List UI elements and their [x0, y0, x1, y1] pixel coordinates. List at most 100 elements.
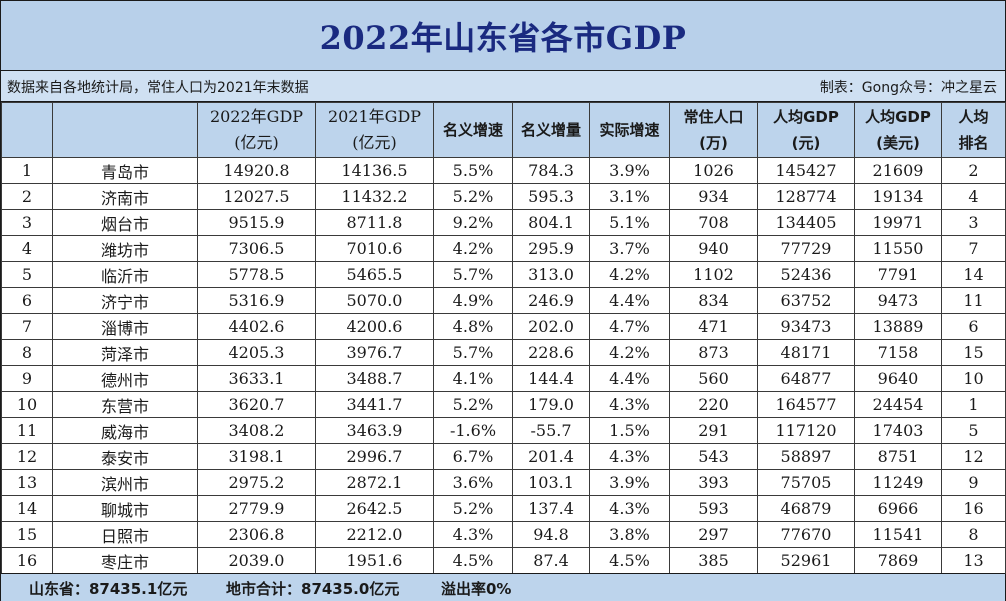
cell-population: 940	[669, 235, 758, 262]
cell-index: 2	[1, 183, 53, 210]
cell-nominal-growth: 6.7%	[433, 443, 513, 470]
cell-gdp-2022: 4205.3	[197, 339, 316, 366]
cell-rank: 2	[941, 157, 1006, 184]
cell-gdp-2022: 3408.2	[197, 417, 316, 444]
cell-nominal-increase: 595.3	[512, 183, 590, 210]
cell-population: 291	[669, 417, 758, 444]
cell-gdp-2022: 4402.6	[197, 313, 316, 340]
cell-rank: 6	[941, 313, 1006, 340]
header-per-capita-gdp-unit: (元)	[791, 134, 821, 152]
cell-per-capita-gdp: 52961	[757, 547, 855, 574]
cell-gdp-2021: 11432.2	[315, 183, 434, 210]
cell-rank: 11	[941, 287, 1006, 314]
header-city	[52, 102, 198, 158]
cell-real-growth: 5.1%	[589, 209, 670, 236]
header-gdp-2022-unit: (亿元)	[234, 133, 279, 152]
header-rank: 人均 排名	[941, 102, 1006, 158]
cell-rank: 14	[941, 261, 1006, 288]
cell-real-growth: 3.7%	[589, 235, 670, 262]
table-row: 7 淄博市 4402.6 4200.6 4.8% 202.0 4.7% 471 93473 138…	[1, 313, 1006, 340]
cell-nominal-growth: 5.2%	[433, 495, 513, 522]
cell-nominal-increase: 144.4	[512, 365, 590, 392]
cell-city: 日照市	[52, 521, 198, 548]
cell-gdp-2021: 2872.1	[315, 469, 434, 496]
cell-per-capita-gdp-usd: 7791	[854, 261, 942, 288]
cell-city: 东营市	[52, 391, 198, 418]
cell-gdp-2021: 7010.6	[315, 235, 434, 262]
cell-index: 15	[1, 521, 53, 548]
cell-nominal-increase: 87.4	[512, 547, 590, 574]
table-row: 1 青岛市 14920.8 14136.5 5.5% 784.3 3.9% 1026 14542…	[1, 157, 1006, 184]
cell-rank: 13	[941, 547, 1006, 574]
cell-gdp-2022: 3620.7	[197, 391, 316, 418]
cell-population: 1026	[669, 157, 758, 184]
cell-nominal-increase: 201.4	[512, 443, 590, 470]
cell-population: 543	[669, 443, 758, 470]
cell-rank: 10	[941, 365, 1006, 392]
cell-real-growth: 3.9%	[589, 469, 670, 496]
cell-city: 烟台市	[52, 209, 198, 236]
cell-gdp-2021: 14136.5	[315, 157, 434, 184]
cell-gdp-2021: 4200.6	[315, 313, 434, 340]
cell-rank: 15	[941, 339, 1006, 366]
cell-gdp-2021: 2212.0	[315, 521, 434, 548]
cell-gdp-2022: 2306.8	[197, 521, 316, 548]
cell-population: 934	[669, 183, 758, 210]
cell-per-capita-gdp: 48171	[757, 339, 855, 366]
cell-real-growth: 4.4%	[589, 287, 670, 314]
cell-population: 560	[669, 365, 758, 392]
author-credit: 制表：Gong众号：冲之星云	[819, 80, 997, 96]
cell-gdp-2022: 9515.9	[197, 209, 316, 236]
cell-nominal-growth: -1.6%	[433, 417, 513, 444]
cell-rank: 8	[941, 521, 1006, 548]
cell-gdp-2021: 8711.8	[315, 209, 434, 236]
header-per-capita-gdp: 人均GDP (元)	[757, 102, 855, 158]
cell-city: 青岛市	[52, 157, 198, 184]
cell-per-capita-gdp: 77670	[757, 521, 855, 548]
cell-index: 9	[1, 365, 53, 392]
table-row: 11 威海市 3408.2 3463.9 -1.6% -55.7 1.5% 291 117120…	[1, 417, 1006, 444]
cell-rank: 4	[941, 183, 1006, 210]
header-gdp-2021-line1: 2021年GDP	[327, 107, 422, 126]
cell-nominal-increase: 804.1	[512, 209, 590, 236]
cell-city: 泰安市	[52, 443, 198, 470]
cell-gdp-2021: 5070.0	[315, 287, 434, 314]
cell-nominal-increase: 103.1	[512, 469, 590, 496]
cell-population: 834	[669, 287, 758, 314]
cell-nominal-increase: 295.9	[512, 235, 590, 262]
header-gdp-2021: 2021年GDP (亿元)	[315, 102, 434, 158]
table-row: 3 烟台市 9515.9 8711.8 9.2% 804.1 5.1% 708 134405 19…	[1, 209, 1006, 236]
cell-per-capita-gdp-usd: 9473	[854, 287, 942, 314]
cell-gdp-2021: 3488.7	[315, 365, 434, 392]
cell-per-capita-gdp-usd: 11541	[854, 521, 942, 548]
cell-per-capita-gdp: 93473	[757, 313, 855, 340]
header-index	[1, 102, 53, 158]
cell-per-capita-gdp-usd: 24454	[854, 391, 942, 418]
header-nominal-growth: 名义增速	[433, 102, 513, 158]
cell-per-capita-gdp: 77729	[757, 235, 855, 262]
cell-per-capita-gdp: 145427	[757, 157, 855, 184]
cell-real-growth: 4.3%	[589, 443, 670, 470]
header-per-capita-gdp-usd-unit: (美元)	[876, 134, 920, 152]
header-nominal-increase: 名义增量	[512, 102, 590, 158]
cell-nominal-increase: 784.3	[512, 157, 590, 184]
cell-per-capita-gdp-usd: 8751	[854, 443, 942, 470]
cell-gdp-2022: 2975.2	[197, 469, 316, 496]
cell-gdp-2021: 2642.5	[315, 495, 434, 522]
header-gdp-2021-unit: (亿元)	[352, 133, 397, 152]
page-title: 2022年山东省各市GDP	[319, 18, 687, 57]
cell-real-growth: 3.8%	[589, 521, 670, 548]
cell-index: 1	[1, 157, 53, 184]
cell-per-capita-gdp: 164577	[757, 391, 855, 418]
cell-rank: 5	[941, 417, 1006, 444]
cell-city: 菏泽市	[52, 339, 198, 366]
cell-nominal-growth: 4.3%	[433, 521, 513, 548]
table-row: 4 潍坊市 7306.5 7010.6 4.2% 295.9 3.7% 940 77729 115…	[1, 235, 1006, 262]
cell-nominal-growth: 4.5%	[433, 547, 513, 574]
cell-population: 297	[669, 521, 758, 548]
cell-nominal-growth: 4.2%	[433, 235, 513, 262]
table-row: 12 泰安市 3198.1 2996.7 6.7% 201.4 4.3% 543 58897 87…	[1, 443, 1006, 470]
header-population: 常住人口 (万)	[669, 102, 758, 158]
cell-per-capita-gdp-usd: 17403	[854, 417, 942, 444]
